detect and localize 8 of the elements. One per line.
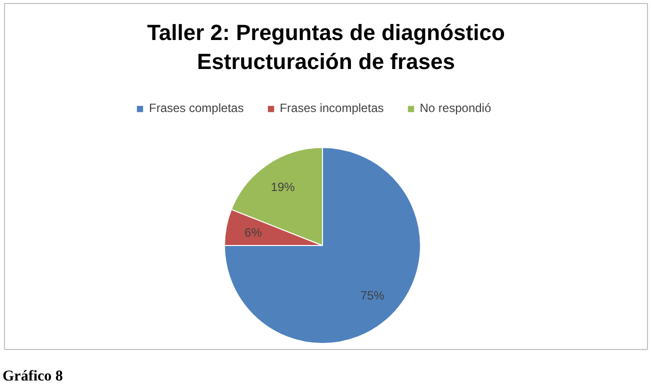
chart-title: Taller 2: Preguntas de diagnóstico Estructuración de frases — [147, 20, 505, 74]
legend-label: Frases completas — [149, 101, 244, 115]
data-label: 19% — [270, 180, 296, 194]
data-label: 75% — [360, 288, 385, 302]
legend-label: Frases incompletas — [280, 101, 384, 115]
legend-label: No respondió — [420, 101, 492, 115]
text: Gráfico 8 — [2, 368, 63, 384]
data-label: 6% — [244, 225, 262, 240]
